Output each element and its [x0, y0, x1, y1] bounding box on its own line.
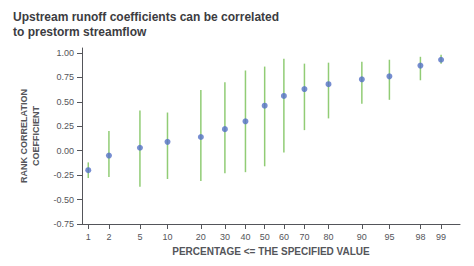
- svg-text:-0.25: -0.25: [53, 170, 74, 180]
- svg-text:PERCENTAGE <= THE SPECIFIED VA: PERCENTAGE <= THE SPECIFIED VALUE: [172, 246, 370, 257]
- svg-text:50: 50: [260, 232, 270, 242]
- svg-text:to prestorm streamflow: to prestorm streamflow: [13, 25, 147, 39]
- svg-text:-0.50: -0.50: [53, 195, 74, 205]
- svg-text:90: 90: [357, 232, 367, 242]
- svg-text:80: 80: [323, 232, 333, 242]
- svg-text:99: 99: [436, 232, 446, 242]
- svg-text:20: 20: [196, 232, 206, 242]
- svg-text:95: 95: [384, 232, 394, 242]
- svg-text:COEFFICIENT: COEFFICIENT: [31, 105, 41, 166]
- svg-text:-0.75: -0.75: [53, 219, 74, 229]
- svg-text:98: 98: [415, 232, 425, 242]
- svg-text:0.50: 0.50: [56, 97, 74, 107]
- svg-text:1: 1: [86, 232, 91, 242]
- svg-text:0.75: 0.75: [56, 72, 74, 82]
- svg-text:40: 40: [240, 232, 250, 242]
- svg-text:70: 70: [299, 232, 309, 242]
- svg-text:1.00: 1.00: [56, 48, 74, 58]
- svg-text:Upstream runoff coefficients c: Upstream runoff coefficients can be corr…: [13, 10, 279, 24]
- svg-text:2: 2: [106, 232, 111, 242]
- svg-text:60: 60: [279, 232, 289, 242]
- svg-text:RANK CORRELATION: RANK CORRELATION: [19, 89, 29, 183]
- svg-text:0.25: 0.25: [56, 121, 74, 131]
- svg-text:30: 30: [220, 232, 230, 242]
- svg-text:0.00: 0.00: [56, 146, 74, 156]
- svg-text:10: 10: [162, 232, 172, 242]
- svg-text:5: 5: [137, 232, 142, 242]
